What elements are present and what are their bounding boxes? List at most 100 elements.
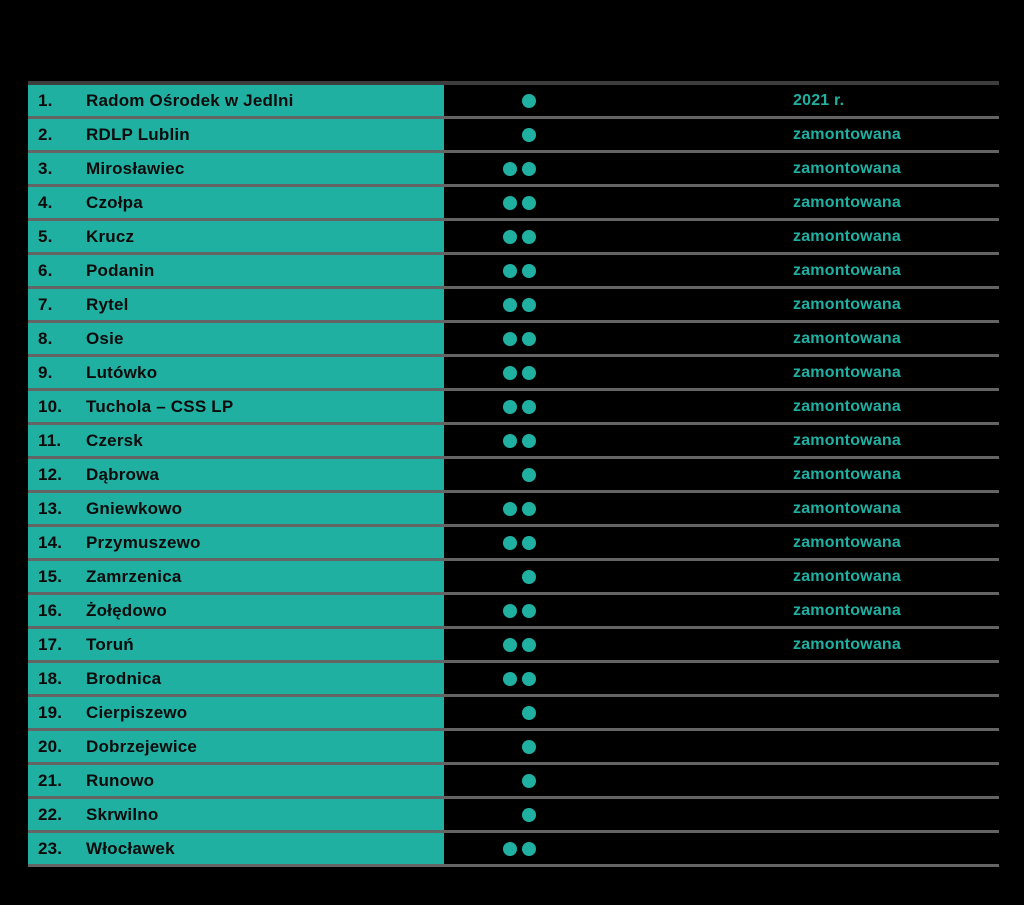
- status-label: zamontowana: [793, 431, 901, 449]
- location-cell: 7. Rytel: [28, 289, 444, 320]
- device-dot-icon: [503, 535, 517, 550]
- device-dot-icon: [503, 603, 517, 618]
- row-number: 1.: [38, 90, 53, 110]
- location-name: Gniewkowo: [86, 498, 183, 518]
- table-row: 3. Mirosławiec zamontowana: [28, 153, 999, 187]
- table-row: 8. Osie zamontowana: [28, 323, 999, 357]
- status-label: zamontowana: [793, 533, 901, 551]
- location-name: Mirosławiec: [86, 158, 185, 178]
- location-cell: 14. Przymuszewo: [28, 527, 444, 558]
- location-cell: 6. Podanin: [28, 255, 444, 286]
- location-name: Czołpa: [86, 192, 143, 212]
- location-name: Tuchola – CSS LP: [86, 396, 234, 416]
- table-row: 16. Żołędowo zamontowana: [28, 595, 999, 629]
- row-number: 11.: [38, 430, 62, 450]
- device-dot-icon: [522, 195, 536, 210]
- table-row: 10. Tuchola – CSS LP zamontowana: [28, 391, 999, 425]
- location-name: Podanin: [86, 260, 155, 280]
- location-cell: 11. Czersk: [28, 425, 444, 456]
- device-count-cell: [444, 357, 536, 388]
- row-number: 9.: [38, 362, 53, 382]
- device-count-cell: [444, 119, 536, 150]
- status-label: zamontowana: [793, 159, 901, 177]
- location-cell: 15. Zamrzenica: [28, 561, 444, 592]
- device-count-cell: [444, 255, 536, 286]
- table-row: 23. Włocławek: [28, 833, 999, 867]
- table-row: 11. Czersk zamontowana: [28, 425, 999, 459]
- device-dot-icon: [522, 739, 536, 754]
- row-number: 13.: [38, 498, 63, 518]
- table-row: 1. Radom Ośrodek w Jedlni 2021 r.: [28, 85, 999, 119]
- device-dot-icon: [522, 671, 536, 686]
- location-name: Włocławek: [86, 838, 175, 858]
- row-number: 20.: [38, 736, 63, 756]
- row-number: 22.: [38, 804, 63, 824]
- device-dot-icon: [522, 501, 536, 516]
- device-count-cell: [444, 425, 536, 456]
- location-name: Krucz: [86, 226, 135, 246]
- status-label: zamontowana: [793, 295, 901, 313]
- device-count-cell: [444, 153, 536, 184]
- table-row: 17. Toruń zamontowana: [28, 629, 999, 663]
- device-dot-icon: [503, 297, 517, 312]
- location-cell: 22. Skrwilno: [28, 799, 444, 830]
- device-dot-icon: [522, 841, 536, 856]
- row-number: 18.: [38, 668, 63, 688]
- device-dot-icon: [522, 467, 536, 482]
- device-dot-icon: [503, 433, 517, 448]
- device-dot-icon: [522, 807, 536, 822]
- device-dot-icon: [503, 365, 517, 380]
- row-number: 6.: [38, 260, 53, 280]
- device-count-cell: [444, 663, 536, 694]
- status-label: zamontowana: [793, 465, 901, 483]
- location-name: Skrwilno: [86, 804, 159, 824]
- device-dot-icon: [522, 535, 536, 550]
- status-label: zamontowana: [793, 635, 901, 653]
- location-cell: 20. Dobrzejewice: [28, 731, 444, 762]
- row-number: 16.: [38, 600, 63, 620]
- device-dot-icon: [522, 705, 536, 720]
- location-name: Toruń: [86, 634, 134, 654]
- location-name: Osie: [86, 328, 124, 348]
- status-label: zamontowana: [793, 227, 901, 245]
- device-dot-icon: [503, 229, 517, 244]
- status-label: zamontowana: [793, 261, 901, 279]
- location-cell: 10. Tuchola – CSS LP: [28, 391, 444, 422]
- table-row: 12. Dąbrowa zamontowana: [28, 459, 999, 493]
- row-number: 4.: [38, 192, 53, 212]
- device-count-cell: [444, 289, 536, 320]
- table-row: 9. Lutówko zamontowana: [28, 357, 999, 391]
- device-count-cell: [444, 85, 536, 116]
- row-number: 7.: [38, 294, 53, 314]
- device-dot-icon: [522, 569, 536, 584]
- device-count-cell: [444, 697, 536, 728]
- location-name: Przymuszewo: [86, 532, 201, 552]
- location-name: Lutówko: [86, 362, 158, 382]
- device-dot-icon: [522, 433, 536, 448]
- location-name: Dąbrowa: [86, 464, 160, 484]
- device-dot-icon: [522, 365, 536, 380]
- device-count-cell: [444, 391, 536, 422]
- device-count-cell: [444, 459, 536, 490]
- device-dot-icon: [522, 93, 536, 108]
- location-cell: 5. Krucz: [28, 221, 444, 252]
- status-label: zamontowana: [793, 363, 901, 381]
- location-name: Radom Ośrodek w Jedlni: [86, 90, 294, 110]
- table-row: 21. Runowo: [28, 765, 999, 799]
- device-dot-icon: [522, 127, 536, 142]
- device-dot-icon: [503, 637, 517, 652]
- row-number: 17.: [38, 634, 63, 654]
- device-dot-icon: [522, 161, 536, 176]
- device-count-cell: [444, 561, 536, 592]
- device-dot-icon: [503, 161, 517, 176]
- location-cell: 17. Toruń: [28, 629, 444, 660]
- device-dot-icon: [522, 263, 536, 278]
- device-count-cell: [444, 833, 536, 864]
- row-number: 21.: [38, 770, 63, 790]
- device-dot-icon: [522, 297, 536, 312]
- location-cell: 3. Mirosławiec: [28, 153, 444, 184]
- location-name: Brodnica: [86, 668, 162, 688]
- location-cell: 8. Osie: [28, 323, 444, 354]
- device-dot-icon: [522, 773, 536, 788]
- table-row: 14. Przymuszewo zamontowana: [28, 527, 999, 561]
